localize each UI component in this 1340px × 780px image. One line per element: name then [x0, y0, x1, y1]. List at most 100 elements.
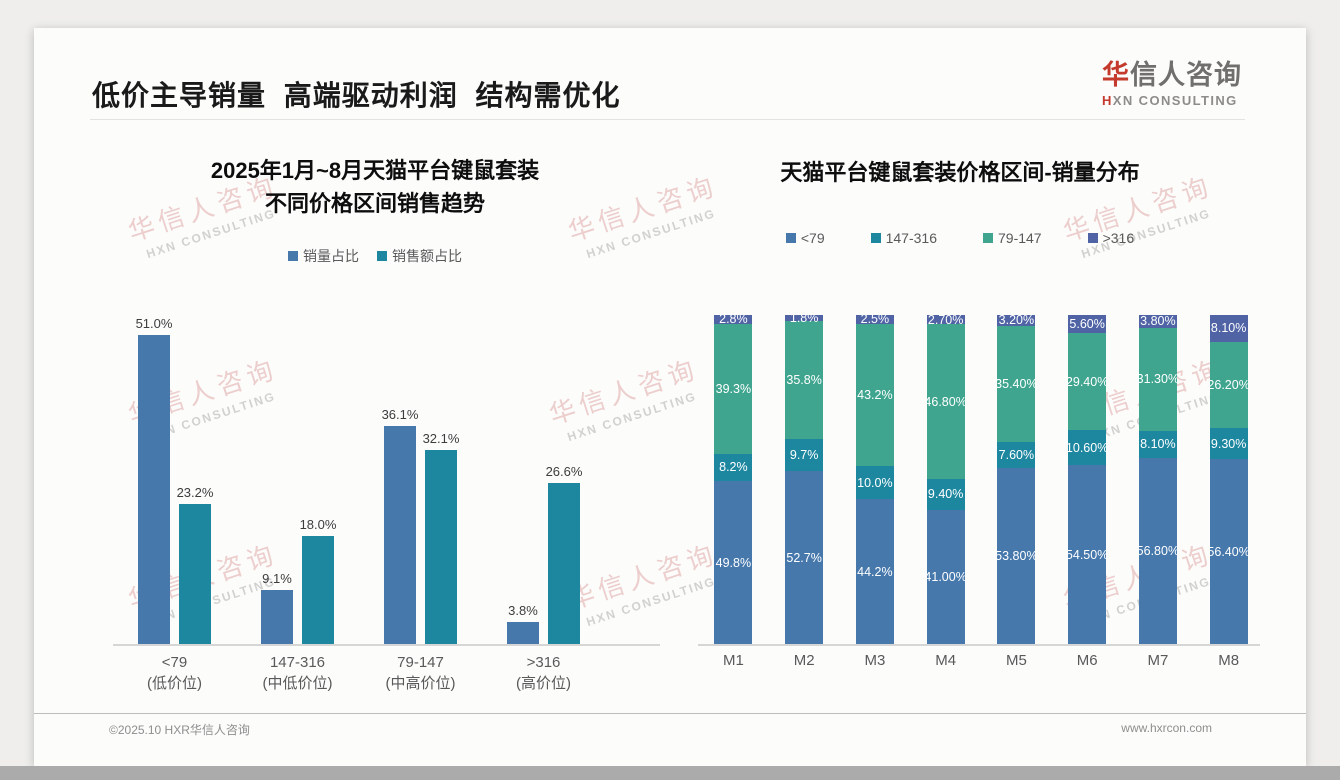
segment-value-label: 3.80%: [1140, 315, 1176, 329]
segment-value-label: 56.80%: [1138, 544, 1177, 559]
segment-value-label: 10.0%: [857, 475, 893, 490]
bar: [138, 335, 170, 645]
stacked-bar: 56.40% 9.30% 26.20% 8.10%: [1209, 315, 1248, 645]
category-label: 147-316 (中低价位): [243, 652, 353, 694]
bar: [384, 426, 416, 645]
segment-value-label: 31.30%: [1138, 372, 1177, 387]
bar-segment: 10.0%: [855, 466, 894, 500]
legend-item: 147-316: [870, 230, 937, 246]
bar-value-label: 36.1%: [381, 407, 419, 422]
category-range: 79-147: [397, 654, 444, 671]
category-label: 79-147 (中高价位): [366, 652, 476, 694]
legend-swatch-icon: [983, 233, 993, 243]
page-title: 低价主导销量 高端驱动利润 结构需优化: [92, 80, 621, 111]
bar-column: 36.1%: [381, 407, 419, 645]
bar-segment: 46.80%: [926, 324, 965, 479]
legend-label: 销量占比: [303, 248, 359, 264]
segment-value-label: 29.40%: [1068, 374, 1107, 389]
bar: [179, 504, 211, 645]
legend-item: >316: [1087, 230, 1134, 246]
category-label: >316 (高价位): [489, 652, 599, 694]
bar-segment: 31.30%: [1138, 327, 1177, 431]
legend-swatch-icon: [288, 251, 298, 261]
bar-segment: 49.8%: [714, 480, 753, 645]
category-label: M8: [1218, 652, 1240, 669]
right-chart-legend: <79 147-316 79-147 >316: [680, 230, 1240, 246]
right-category-axis: M1 M2 M3 M4 M5 M6 M7 M8: [698, 652, 1264, 669]
brand-logo: 华信人咨询 HXN CONSULTING: [1102, 60, 1242, 108]
segment-value-label: 39.3%: [715, 381, 752, 396]
segment-value-label: 2.70%: [927, 315, 964, 327]
category-range: 147-316: [269, 654, 326, 671]
bar-segment: 56.80%: [1138, 457, 1177, 645]
category-sublabel: (中低价位): [262, 675, 333, 692]
bar-segment: 2.5%: [855, 315, 894, 326]
brand-logo-cn-red: 华: [1102, 60, 1130, 90]
left-chart-title: 2025年1月~8月天猫平台键鼠套装 不同价格区间销售趋势: [110, 154, 640, 220]
segment-value-label: 1.8%: [789, 315, 819, 326]
segment-value-label: 44.2%: [857, 565, 893, 580]
segment-value-label: 5.60%: [1069, 316, 1105, 331]
category-range: <79: [161, 654, 188, 671]
grouped-bar-plot: 51.0% 23.2% 9.1% 18.0% 36.1% 32.1% 3.8% 26.6%: [113, 315, 605, 645]
legend-item: 销量占比: [288, 246, 359, 266]
segment-value-label: 35.40%: [997, 377, 1036, 391]
bar-segment: 8.2%: [714, 453, 753, 481]
header-divider: [90, 119, 1245, 120]
legend-item: 销售额占比: [377, 246, 462, 266]
segment-value-label: 52.7%: [786, 551, 822, 566]
bar-column: 3.8%: [507, 603, 539, 645]
bar-segment: 53.80%: [997, 467, 1036, 645]
right-x-axis: [698, 644, 1260, 646]
segment-value-label: 8.2%: [719, 460, 748, 475]
segment-value-label: 54.50%: [1068, 548, 1107, 563]
segment-value-label: 9.40%: [927, 487, 964, 502]
segment-value-label: 53.80%: [997, 549, 1036, 564]
bar-group: 3.8% 26.6%: [507, 464, 583, 645]
bar-value-label: 9.1%: [262, 571, 292, 586]
segment-value-label: 35.8%: [786, 373, 822, 388]
segment-value-label: 10.60%: [1068, 440, 1107, 455]
legend-label: 79-147: [998, 230, 1042, 246]
brand-logo-en-red: H: [1102, 93, 1113, 108]
bar-value-label: 26.6%: [545, 464, 583, 479]
bar-segment: 10.60%: [1068, 430, 1107, 466]
category-sublabel: (中高价位): [385, 675, 456, 692]
segment-value-label: 8.10%: [1210, 321, 1247, 336]
legend-swatch-icon: [785, 233, 796, 243]
footer-copyright: ©2025.10 HXR华信人咨询: [109, 723, 250, 737]
category-label: M6: [1076, 652, 1098, 669]
segment-value-label: 2.8%: [719, 315, 748, 327]
left-chart-legend: 销量占比 销售额占比: [110, 246, 640, 266]
bar-segment: 54.50%: [1068, 465, 1107, 645]
bar-segment: 9.30%: [1209, 428, 1248, 459]
legend-label: 147-316: [885, 230, 937, 246]
bar: [425, 450, 457, 645]
bar-segment: 44.2%: [855, 499, 894, 645]
bar-segment: 1.8%: [785, 315, 824, 325]
bar: [261, 590, 293, 645]
category-label: M7: [1147, 652, 1169, 669]
segment-value-label: 7.60%: [998, 447, 1035, 462]
left-category-axis: <79 (低价位) 147-316 (中低价位) 79-147 (中高价位) >316 (高价…: [113, 652, 605, 694]
bar-segment: 2.8%: [714, 315, 753, 327]
bar-segment: 35.8%: [785, 321, 824, 440]
category-label: M3: [864, 652, 886, 669]
slide: 华信人咨询 HXN CONSULTING 华信人咨询 HXN CONSULTING 华信…: [34, 28, 1306, 766]
window-bottom-bar: [0, 766, 1340, 780]
bar-segment: 39.3%: [714, 323, 753, 454]
segment-value-label: 41.00%: [926, 570, 965, 585]
bar-segment: 52.7%: [785, 471, 824, 645]
bar-group: 51.0% 23.2%: [136, 316, 213, 645]
bar-segment: 5.60%: [1068, 315, 1107, 334]
category-range: >316: [526, 654, 561, 671]
bar-value-label: 3.8%: [508, 603, 538, 618]
bar: [548, 483, 580, 645]
bar-value-label: 32.1%: [422, 431, 460, 446]
stacked-bar: 52.7% 9.7% 35.8% 1.8%: [785, 315, 824, 645]
segment-value-label: 26.20%: [1209, 377, 1248, 392]
segment-value-label: 8.10%: [1140, 437, 1176, 452]
category-label: M5: [1005, 652, 1027, 669]
footer-divider: [34, 713, 1306, 714]
